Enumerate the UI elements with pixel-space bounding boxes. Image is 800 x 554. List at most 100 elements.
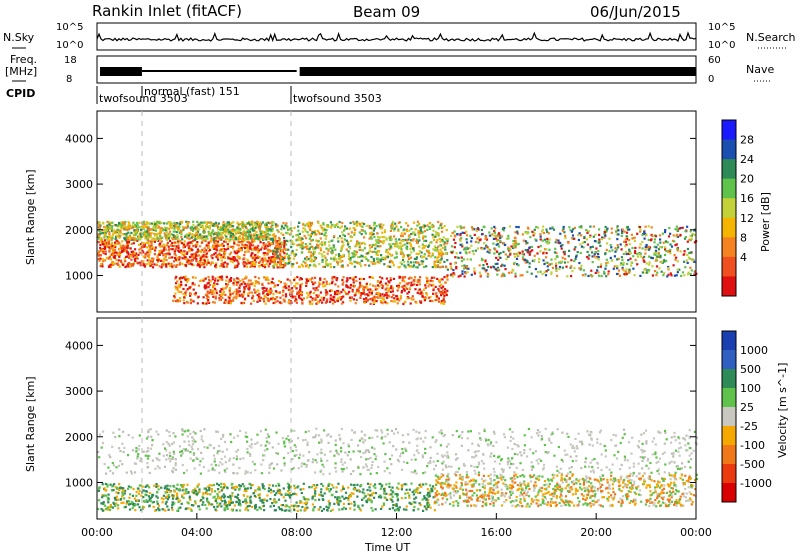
heatmap-cell [284,248,287,251]
heatmap-cell [401,289,404,293]
heatmap-cell [236,434,239,437]
heatmap-cell [582,269,585,272]
freq-band-1 [299,67,696,76]
heatmap-cell [616,238,619,241]
heatmap-cell [584,461,587,464]
heatmap-cell [173,227,176,230]
heatmap-cell [637,462,640,465]
heatmap-cell [234,232,238,235]
heatmap-cell [412,247,415,250]
heatmap-cell [175,263,179,267]
heatmap-cell [148,246,151,249]
heatmap-cell [349,286,352,289]
heatmap-cell [366,288,370,291]
heatmap-cell [186,288,189,291]
heatmap-cell [379,258,382,261]
heatmap-cell [381,256,384,259]
heatmap-cell [266,226,269,229]
heatmap-cell [370,237,373,240]
heatmap-cell [320,438,323,441]
heatmap-cell [239,256,242,259]
heatmap-cell [169,454,172,457]
heatmap-cell [267,241,270,244]
heatmap-cell [204,287,207,290]
heatmap-cell [218,444,221,448]
heatmap-cell [451,434,454,437]
heatmap-cell [515,225,518,229]
heatmap-cell [108,265,111,269]
heatmap-cell [416,266,419,269]
heatmap-cell [314,265,317,268]
heatmap-cell [354,302,357,305]
ytick-label: 3000 [65,178,93,191]
heatmap-cell [310,224,313,227]
heatmap-cell [307,225,310,228]
heatmap-cell [257,244,260,247]
heatmap-cell [298,236,301,239]
heatmap-cell [188,244,191,247]
heatmap-cell [422,260,425,263]
heatmap-cell [528,265,531,269]
heatmap-cell [222,292,225,295]
heatmap-cell [627,239,631,242]
heatmap-cell [349,235,352,238]
heatmap-cell [275,225,278,228]
heatmap-cell [485,269,488,272]
heatmap-cell [424,430,427,433]
heatmap-cell [131,436,134,439]
heatmap-cell [388,261,391,264]
heatmap-cell [513,255,517,258]
heatmap-cell [207,469,210,472]
power-ylabel: Slant Range [km] [24,169,37,265]
heatmap-cell [222,265,225,268]
heatmap-cell [373,227,376,230]
heatmap-cell [244,277,247,280]
heatmap-cell [508,460,511,463]
heatmap-cell [604,449,607,452]
heatmap-cell [158,243,161,246]
heatmap-cell [222,224,226,227]
heatmap-cell [372,257,375,260]
heatmap-cell [674,244,677,247]
heatmap-cell [374,242,378,245]
heatmap-cell [110,246,113,250]
heatmap-cell [363,301,366,304]
heatmap-cell [136,239,139,242]
heatmap-cell [257,277,260,280]
heatmap-cell [237,255,240,259]
heatmap-cell [419,437,422,440]
heatmap-cell [278,238,281,241]
heatmap-cell [209,233,212,237]
heatmap-cell [276,240,279,243]
heatmap-cell [543,238,546,241]
heatmap-cell [434,285,437,288]
heatmap-cell [273,252,276,255]
heatmap-cell [351,255,354,258]
heatmap-cell [655,265,659,268]
heatmap-cell [479,274,482,277]
heatmap-cell [416,283,419,287]
station-title: Rankin Inlet (fitACF) [92,2,242,20]
heatmap-cell [591,255,594,258]
heatmap-cell [219,295,223,298]
heatmap-cell [248,291,251,294]
heatmap-cell [298,278,301,281]
heatmap-cell [316,288,319,292]
heatmap-cell [439,444,442,447]
heatmap-cell [241,243,244,246]
heatmap-cell [242,290,246,293]
heatmap-cell [187,247,190,250]
heatmap-cell [296,244,299,247]
heatmap-cell [145,230,149,233]
heatmap-cell [324,284,327,287]
heatmap-cell [253,265,256,268]
heatmap-cell [403,284,406,287]
heatmap-cell [337,285,340,288]
heatmap-cell [410,251,413,254]
heatmap-cell [165,230,168,234]
heatmap-cell [270,225,273,229]
heatmap-cell [347,232,350,236]
heatmap-cell [275,264,278,267]
heatmap-cell [352,470,355,473]
heatmap-cell [580,226,583,229]
